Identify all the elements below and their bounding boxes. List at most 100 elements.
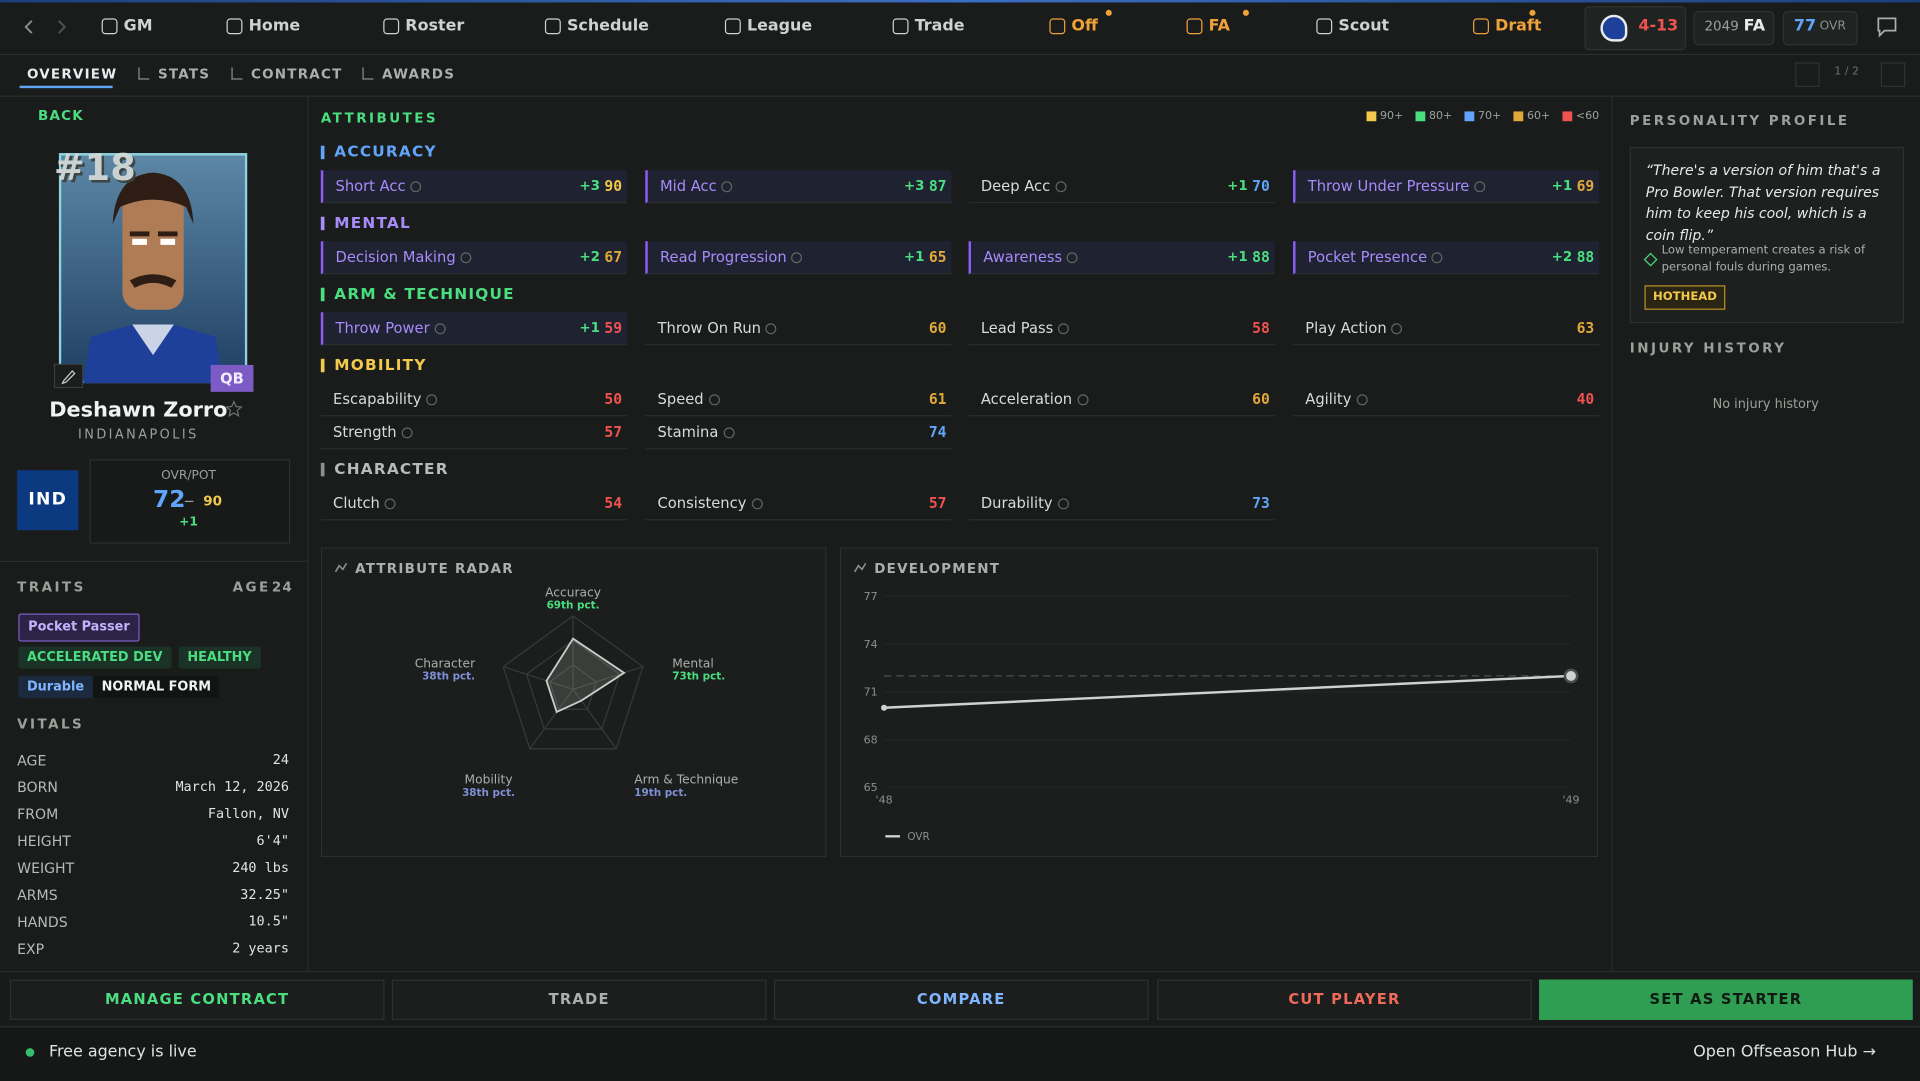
tab[interactable]: OVERVIEW [26, 66, 118, 83]
info-icon [723, 427, 735, 439]
nav-item[interactable]: Off [1071, 17, 1098, 36]
attribute-row: Acceleration 60 [968, 383, 1275, 417]
nav-alert-dot [1529, 9, 1536, 16]
group-title: CHARACTER [334, 459, 449, 478]
tab-icon [138, 67, 150, 80]
tab[interactable]: CONTRACT [251, 66, 343, 83]
line-chart: DEVELOPMENT 65 68 71 74 77 '48 '49 OVR [840, 547, 1598, 858]
attribute-row: Consistency 57 [645, 487, 952, 521]
nav-item[interactable]: Scout [1338, 17, 1390, 36]
attribute-delta: +2 [1551, 248, 1573, 265]
attribute-value: 60 [928, 319, 947, 337]
attribute-delta: +1 [903, 248, 925, 265]
pager-next[interactable] [1880, 62, 1906, 87]
group-title: MOBILITY [334, 355, 427, 374]
section-title: INJURY HISTORY [1629, 340, 1787, 357]
attribute-row: Escapability 50 [320, 383, 627, 417]
section-title: VITALS [17, 716, 85, 733]
group-title: ARM & TECHNIQUE [334, 284, 515, 303]
attribute-value: 90 [604, 177, 623, 195]
attribute-value: 73 [1252, 494, 1270, 512]
edit-button[interactable] [53, 363, 84, 389]
vital-value: 24 [272, 751, 289, 768]
y-tick-label: 68 [864, 733, 878, 746]
legend-label: 90+ [1380, 110, 1404, 123]
nav-item[interactable]: Home [248, 17, 301, 36]
attribute-value: 74 [928, 423, 947, 441]
attribute-value: 54 [604, 494, 623, 512]
radar-spoke [502, 666, 574, 690]
tab[interactable]: AWARDS [382, 66, 456, 83]
chart-panel [840, 547, 1598, 858]
y-tick-label: 71 [864, 686, 878, 699]
radar-label: Mobility [465, 773, 513, 787]
action-button[interactable]: MANAGE CONTRACT [9, 979, 385, 1021]
action-button[interactable]: CUT PLAYER [1157, 979, 1532, 1021]
attribute-row: Read Progression +1 65 [645, 241, 952, 275]
favorite-star[interactable] [225, 400, 243, 418]
pager-prev[interactable] [1795, 62, 1820, 87]
chat-icon[interactable] [1875, 15, 1899, 39]
action-button[interactable]: COMPARE [773, 979, 1149, 1021]
offseason-link[interactable]: Open Offseason Hub → [1693, 1043, 1876, 1062]
nav-item[interactable]: Trade [914, 17, 965, 36]
radar-ring [525, 639, 621, 730]
nav-icon [1316, 18, 1333, 35]
info-icon [401, 427, 413, 439]
radar-spoke [572, 689, 617, 750]
team-helmet [1600, 14, 1628, 42]
radar-ring [502, 615, 644, 750]
legend-swatch [1562, 111, 1573, 122]
y-tick-label: 74 [864, 638, 878, 651]
action-button[interactable]: SET AS STARTER [1539, 979, 1913, 1021]
group-bar [320, 462, 325, 477]
attribute-value: 69 [1576, 177, 1595, 195]
info-icon [791, 252, 803, 264]
nav-item[interactable]: Schedule [566, 17, 649, 36]
attribute-name: Stamina [658, 424, 735, 441]
radar-label: Character [415, 656, 476, 670]
attribute-name: Awareness [983, 249, 1079, 266]
divider [307, 96, 309, 972]
nav-icon [1186, 18, 1203, 35]
status-dot [25, 1048, 35, 1057]
attribute-row: Throw Under Pressure +1 69 [1293, 170, 1600, 204]
attribute-name: Throw Power [336, 320, 446, 337]
nav-item[interactable]: Draft [1495, 17, 1542, 36]
attribute-delta: +2 [579, 248, 601, 265]
vital-label: AGE [17, 751, 47, 769]
legend-swatch [1513, 111, 1524, 122]
attribute-value: 61 [928, 390, 947, 408]
info-icon [1077, 394, 1089, 406]
divider [0, 53, 1920, 56]
vital-label: EXP [17, 940, 45, 958]
tab[interactable]: STATS [157, 66, 211, 83]
attribute-name: Durability [981, 495, 1069, 512]
trait-tag: ACCELERATED DEV [18, 646, 172, 669]
top-accent [0, 0, 1920, 3]
player-name: Deshawn Zorro [49, 397, 228, 423]
attribute-name: Pocket Presence [1308, 249, 1444, 266]
info-icon [384, 498, 396, 510]
attribute-value: 87 [928, 177, 947, 195]
group-bar [320, 145, 325, 160]
y-tick-label: 77 [864, 590, 878, 603]
nav-item[interactable]: League [746, 17, 813, 36]
chart-icon [854, 562, 867, 573]
back-link[interactable]: BACK [37, 107, 84, 124]
attribute-name: Read Progression [660, 249, 803, 266]
nav-item[interactable]: FA [1208, 17, 1230, 36]
legend-swatch [1464, 111, 1475, 122]
attribute-name: Clutch [333, 495, 396, 512]
nav-icon [724, 18, 741, 35]
radar-label: Accuracy [545, 585, 601, 599]
tab-icon [362, 67, 374, 80]
y-tick-label: 65 [864, 781, 878, 794]
info-icon [1391, 323, 1403, 335]
history-arrows[interactable] [22, 17, 71, 37]
action-button[interactable]: TRADE [391, 979, 767, 1021]
nav-item[interactable]: Roster [405, 17, 465, 36]
nav-item[interactable]: GM [123, 17, 153, 36]
